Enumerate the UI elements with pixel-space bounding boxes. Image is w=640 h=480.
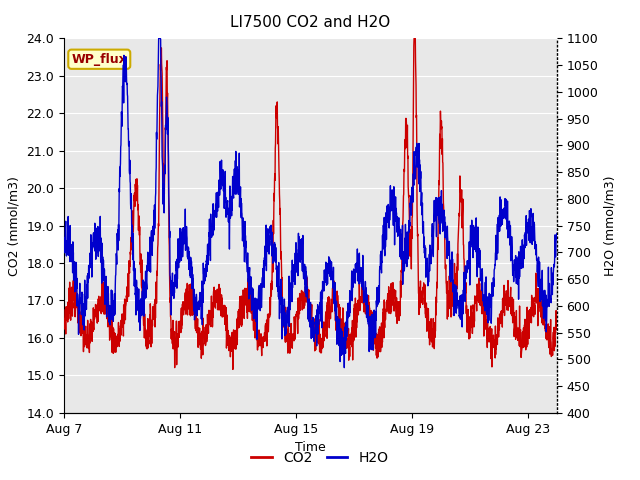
Title: LI7500 CO2 and H2O: LI7500 CO2 and H2O xyxy=(230,15,390,30)
Legend: CO2, H2O: CO2, H2O xyxy=(246,445,394,471)
Y-axis label: CO2 (mmol/m3): CO2 (mmol/m3) xyxy=(8,176,21,276)
Y-axis label: H2O (mmol/m3): H2O (mmol/m3) xyxy=(604,175,617,276)
Text: WP_flux: WP_flux xyxy=(72,53,127,66)
X-axis label: Time: Time xyxy=(295,441,326,454)
